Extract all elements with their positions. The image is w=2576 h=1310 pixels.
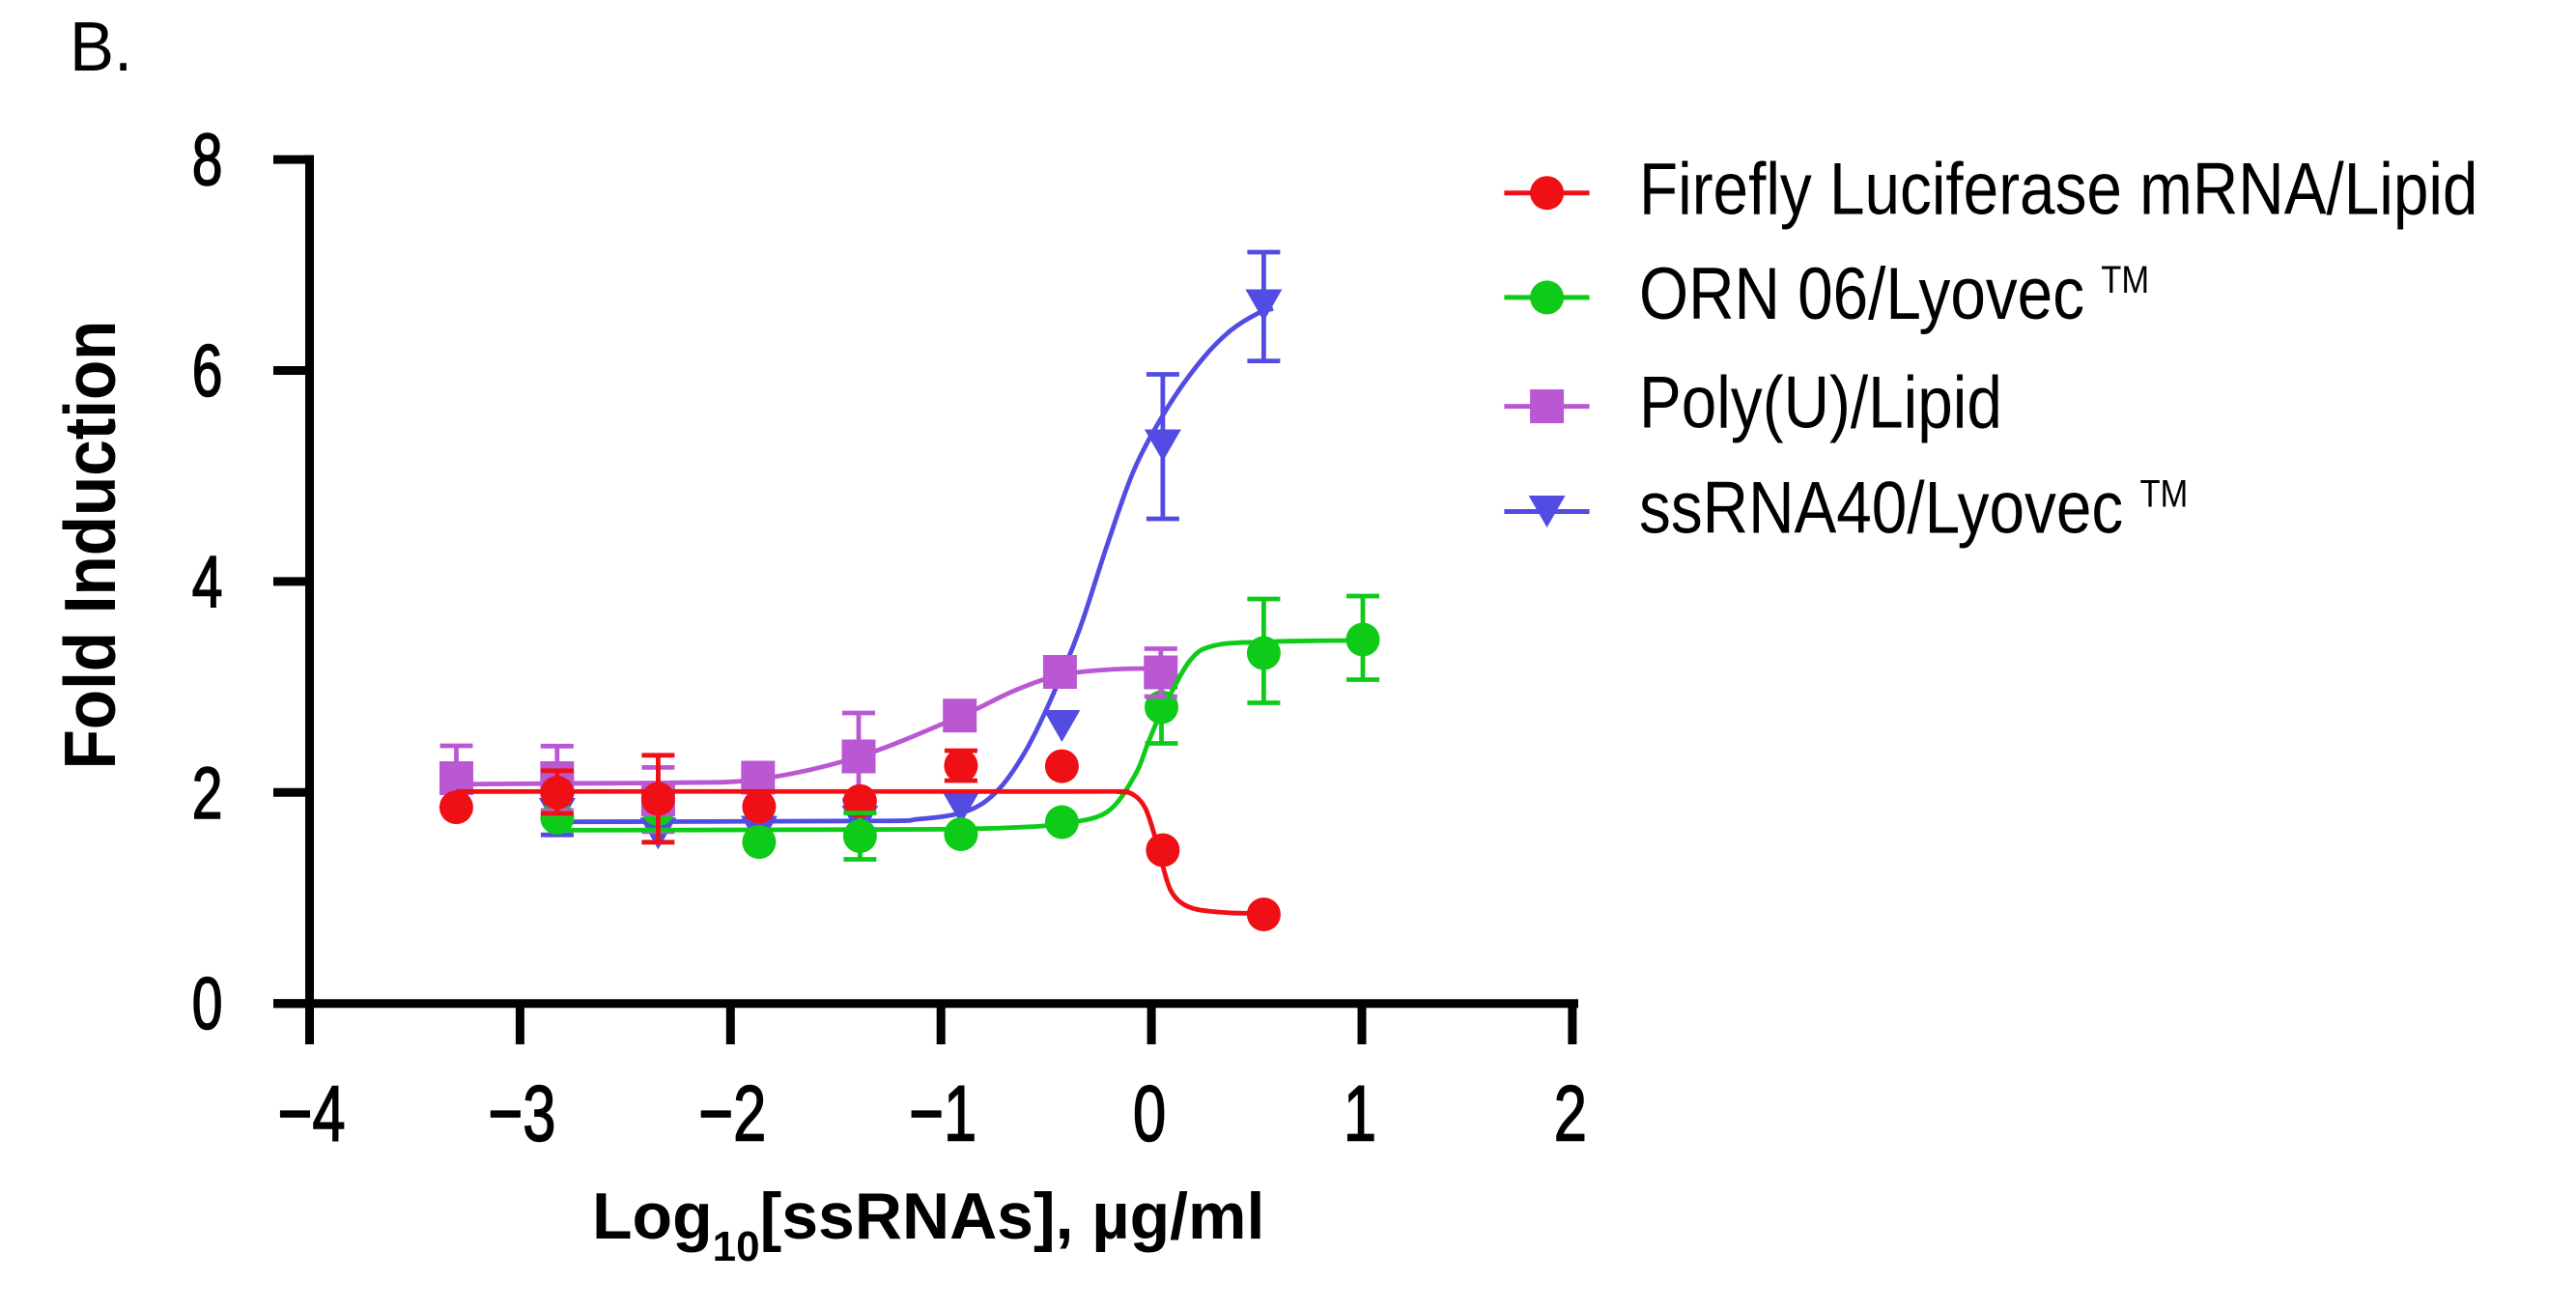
svg-text:4: 4: [192, 542, 223, 624]
svg-text:6: 6: [192, 330, 223, 413]
svg-text:2: 2: [192, 753, 223, 835]
svg-text:0: 0: [1133, 1069, 1166, 1158]
svg-text:Fold Induction: Fold Induction: [50, 321, 131, 770]
svg-text:0: 0: [192, 963, 223, 1045]
svg-text:−4: −4: [277, 1069, 345, 1158]
svg-text:B.: B.: [70, 8, 132, 86]
svg-text:Log10[ssRNAs], µg/ml: Log10[ssRNAs], µg/ml: [592, 1180, 1264, 1270]
svg-text:−1: −1: [909, 1069, 977, 1158]
svg-text:−3: −3: [488, 1069, 555, 1158]
svg-text:−2: −2: [698, 1069, 766, 1158]
svg-text:8: 8: [192, 120, 223, 202]
svg-text:2: 2: [1554, 1069, 1587, 1158]
svg-text:1: 1: [1344, 1069, 1376, 1158]
svg-text:Poly(U)/Lipid: Poly(U)/Lipid: [1639, 362, 2002, 444]
svg-text:Firefly Luciferase mRNA/Lipid: Firefly Luciferase mRNA/Lipid: [1639, 149, 2477, 231]
